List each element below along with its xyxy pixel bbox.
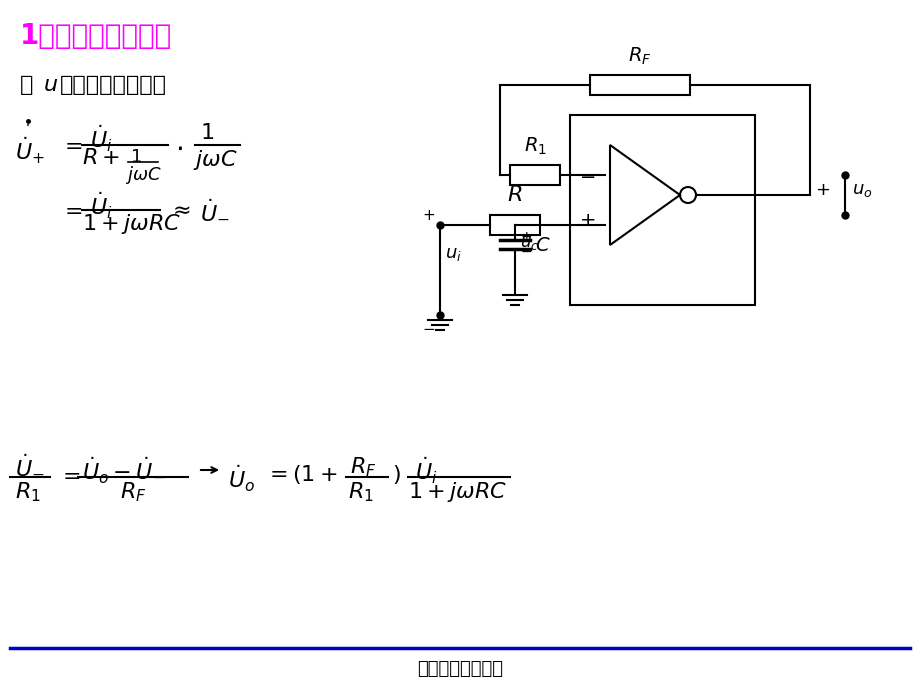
Text: $R_1$: $R_1$	[347, 480, 373, 504]
Text: $1$: $1$	[199, 123, 214, 143]
Text: 南京航空航天大学: 南京航空航天大学	[416, 660, 503, 678]
Bar	[490, 215, 539, 235]
Text: $\dot{U}_o - \dot{U}_{-}$: $\dot{U}_o - \dot{U}_{-}$	[82, 455, 165, 486]
Text: $-$: $-$	[422, 320, 435, 335]
Text: $+$: $+$	[578, 210, 595, 230]
Text: $j\omega C$: $j\omega C$	[193, 148, 237, 172]
Text: $+$: $+$	[422, 208, 435, 222]
Text: $1+j\omega RC$: $1+j\omega RC$	[82, 212, 181, 236]
Text: $\dot{U}_{-}$: $\dot{U}_{-}$	[199, 200, 230, 224]
Text: $=$: $=$	[58, 465, 81, 485]
Text: $u$: $u$	[43, 75, 58, 95]
Text: $\dot{U}_{+}$: $\dot{U}_{+}$	[15, 135, 45, 166]
Text: $R_1$: $R_1$	[15, 480, 40, 504]
Text: $= (1+$: $= (1+$	[265, 463, 337, 486]
Text: $)$: $)$	[391, 463, 401, 486]
Text: $\dot{U}_i$: $\dot{U}_i$	[414, 455, 437, 486]
Text: $C$: $C$	[535, 235, 550, 255]
Text: $u_o$: $u_o$	[851, 181, 871, 199]
Bar	[509, 165, 560, 185]
Text: $\dot{U}_o$: $\dot{U}_o$	[228, 463, 255, 493]
Text: $R_F$: $R_F$	[349, 455, 376, 479]
Text: 为某一频率正弦量: 为某一频率正弦量	[60, 75, 167, 95]
Text: $=$: $=$	[60, 135, 83, 155]
Text: $+$: $+$	[814, 181, 829, 199]
Text: $-$: $-$	[519, 244, 531, 258]
Text: $+$: $+$	[519, 230, 531, 244]
Text: $\cdot$: $\cdot$	[175, 135, 183, 163]
Text: $-$: $-$	[578, 166, 595, 184]
Text: $\dot{U}_i$: $\dot{U}_i$	[90, 190, 113, 221]
Bar	[570, 115, 754, 305]
Text: $\dot{U}_i$: $\dot{U}_i$	[90, 123, 113, 154]
Text: $R+$: $R+$	[82, 148, 119, 168]
Text: $\approx$: $\approx$	[168, 200, 190, 220]
Text: $R_F$: $R_F$	[628, 46, 651, 67]
Text: 1、有源低通滤波器: 1、有源低通滤波器	[20, 22, 172, 50]
Text: $u_c$: $u_c$	[519, 234, 539, 252]
Text: $1+j\omega RC$: $1+j\omega RC$	[407, 480, 506, 504]
Text: $R_F$: $R_F$	[119, 480, 146, 504]
Text: $1$: $1$	[130, 148, 142, 166]
Text: $u_i$: $u_i$	[445, 245, 461, 263]
Text: $j\omega C$: $j\omega C$	[125, 164, 162, 186]
Text: $=$: $=$	[60, 200, 83, 220]
Text: $R_1$: $R_1$	[523, 136, 546, 157]
Text: $R$: $R$	[506, 185, 522, 205]
Text: 设: 设	[20, 75, 33, 95]
Bar	[589, 75, 689, 95]
Text: $\dot{U}_{-}$: $\dot{U}_{-}$	[15, 455, 45, 478]
